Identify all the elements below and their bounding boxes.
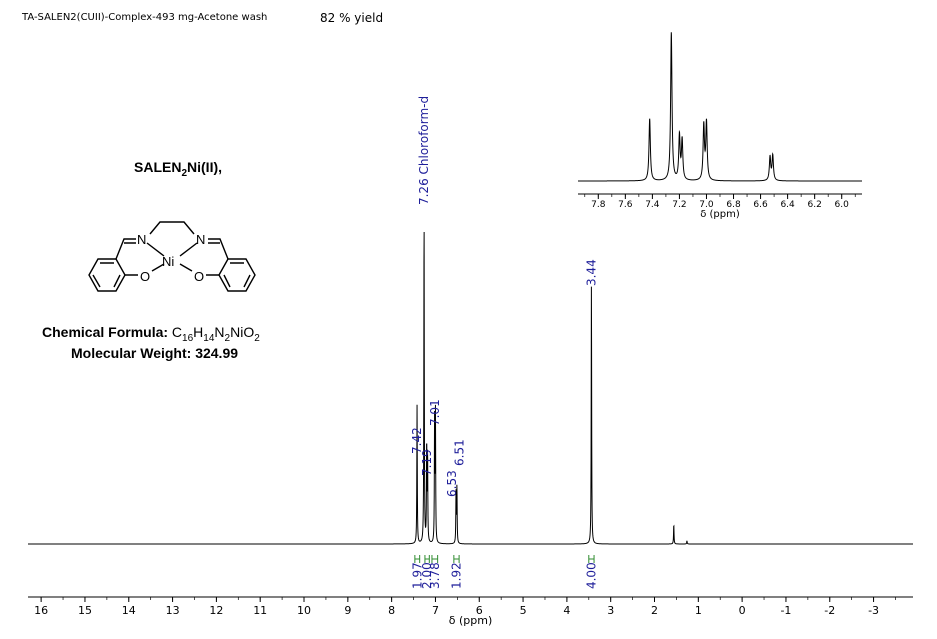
axis-tick-label: 6	[476, 604, 483, 617]
formula-line: Chemical Formula: C16H14N2NiO2	[42, 324, 260, 344]
formula-part: 2	[254, 332, 260, 344]
axis-tick-label: -1	[780, 604, 791, 617]
peak-label: 7.19	[420, 449, 434, 476]
inset-x-axis: 7.8 7.6 7.4 7.2 7.0 6.8 6.6 6.4 6.2 6.0	[578, 193, 862, 210]
axis-tick-label: 4	[563, 604, 570, 617]
axis-tick-label: 0	[739, 604, 746, 617]
formula-part: N	[214, 324, 225, 340]
axis-tick-label: 7.8	[591, 200, 606, 210]
axis-tick-label: 2	[651, 604, 658, 617]
formula-part: C	[171, 324, 183, 340]
integration-value: 1.92	[449, 562, 463, 589]
molecular-weight-label: Molecular Weight:	[71, 345, 192, 361]
axis-tick-label: 10	[297, 604, 311, 617]
axis-tick-label: 6.6	[753, 200, 768, 210]
axis-tick-label: 7.4	[645, 200, 660, 210]
formula-part: H	[193, 324, 204, 340]
inset-x-axis-label: δ (ppm)	[700, 209, 740, 220]
molecular-weight-value: 324.99	[195, 345, 239, 361]
integration-value: 2.00	[420, 562, 434, 589]
axis-tick-label: 3	[607, 604, 614, 617]
axis-tick-label: -2	[824, 604, 835, 617]
main-peak-labels: 7.42 7.26 Chloroform-d 7.19 7.01 6.53 6.51 3.4…	[410, 96, 598, 497]
yield-text: 82 % yield	[320, 11, 384, 25]
formula-value: C16H14N2NiO2	[171, 324, 260, 344]
axis-tick-label: -3	[868, 604, 879, 617]
axis-tick-label: 1	[695, 604, 702, 617]
peak-label: 7.01	[428, 399, 442, 426]
formula-label: Chemical Formula:	[42, 324, 169, 340]
peak-label: 7.26 Chloroform-d	[417, 96, 431, 205]
integration-value: 1.97	[410, 562, 424, 589]
inset-spectrum-line	[578, 32, 862, 182]
axis-tick-label: 16	[34, 604, 48, 617]
axis-tick-label: 7.0	[699, 200, 714, 210]
formula-part: 14	[203, 332, 215, 344]
axis-tick-label: 13	[166, 604, 180, 617]
integration-value: 3.78	[428, 562, 442, 589]
compound-name-subscript: 2	[181, 167, 188, 179]
peak-label: 7.42	[410, 427, 424, 454]
axis-tick-label: 7.6	[618, 200, 633, 210]
axis-tick-label: 9	[344, 604, 351, 617]
axis-tick-label: 8	[388, 604, 395, 617]
peak-label: 6.53	[445, 470, 459, 497]
sample-title: TA-SALEN2(CUII)-Complex-493 mg-Acetone w…	[22, 12, 268, 23]
axis-tick-label: 5	[520, 604, 527, 617]
axis-tick-label: 7	[432, 604, 439, 617]
compound-name-prefix: SALEN	[134, 159, 182, 175]
axis-tick-label: 14	[122, 604, 136, 617]
axis-tick-label: 12	[209, 604, 223, 617]
axis-tick-label: 7.2	[672, 200, 686, 210]
molecular-weight-line: Molecular Weight: 324.99	[71, 345, 238, 361]
axis-tick-label: 11	[253, 604, 267, 617]
main-spectrum-line	[28, 232, 913, 545]
main-integrals: 1.972.003.78 1.92 4.00	[410, 555, 598, 589]
formula-part: 16	[182, 332, 194, 344]
compound-name: SALEN2Ni(II),	[134, 159, 222, 179]
formula-part: 2	[224, 332, 231, 344]
axis-tick-label: 6.2	[808, 200, 822, 210]
integration-value: 4.00	[584, 562, 598, 589]
axis-tick-label: 15	[78, 604, 92, 617]
axis-tick-label: 6.4	[780, 200, 795, 210]
main-x-axis-label: δ (ppm)	[449, 614, 493, 627]
compound-name-suffix: Ni(II),	[187, 159, 223, 175]
peak-label: 3.44	[584, 259, 598, 286]
formula-part: NiO	[230, 324, 255, 340]
axis-tick-label: 6.0	[835, 200, 850, 210]
axis-tick-label: 6.8	[726, 200, 741, 210]
peak-label: 6.51	[453, 439, 467, 466]
main-x-axis: 16 15 14 13 12 11 10 9 8 7 6 5 4 3 2 1 0 -1 -2 -3	[28, 596, 913, 617]
